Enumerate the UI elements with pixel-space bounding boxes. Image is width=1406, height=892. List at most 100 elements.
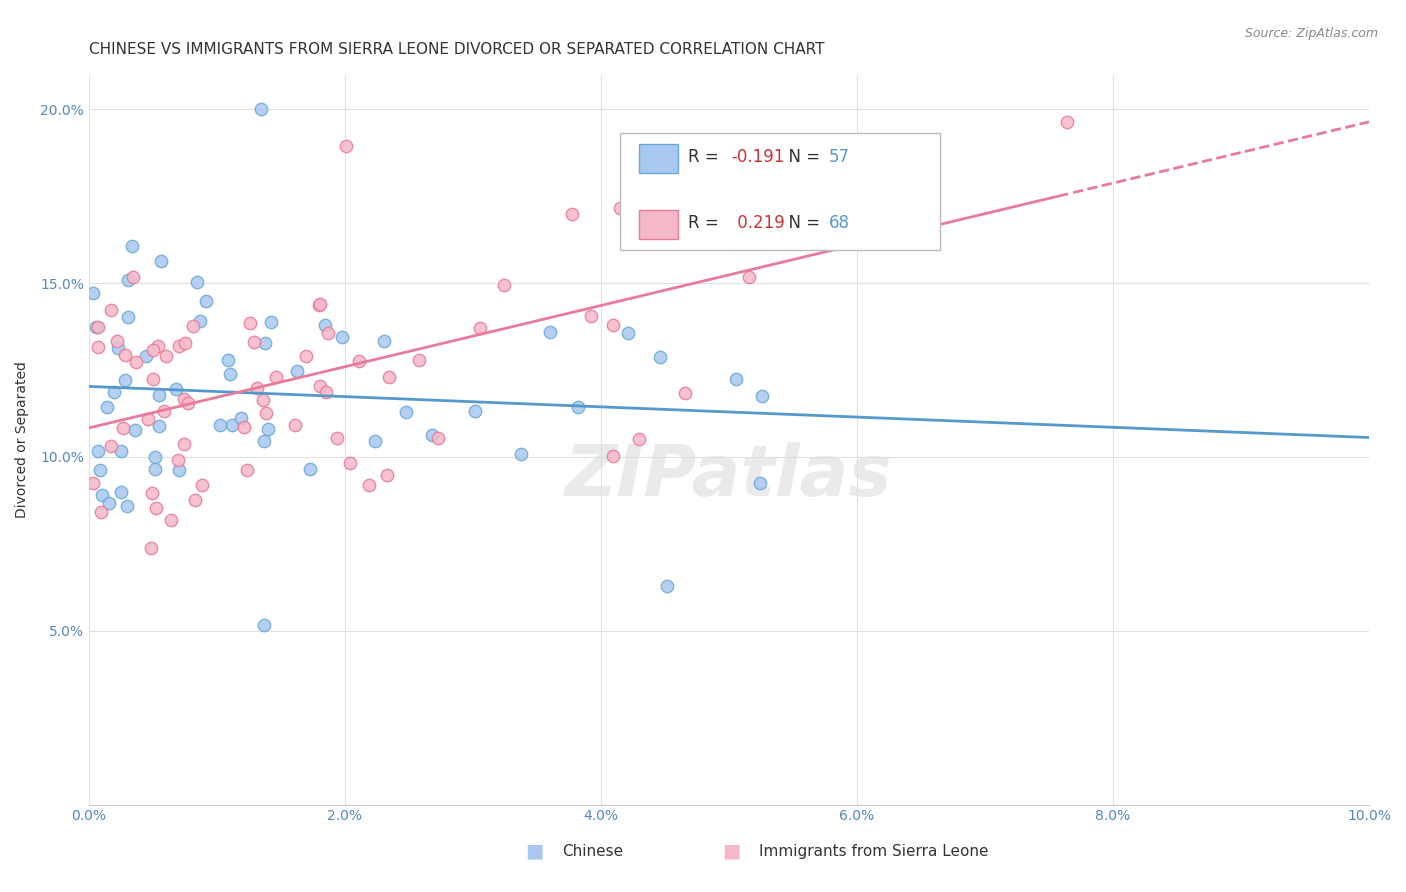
- Text: CHINESE VS IMMIGRANTS FROM SIERRA LEONE DIVORCED OR SEPARATED CORRELATION CHART: CHINESE VS IMMIGRANTS FROM SIERRA LEONE …: [89, 42, 824, 57]
- Immigrants from Sierra Leone: [349, 353, 371, 368]
- Chinese: [253, 434, 276, 448]
- Chinese: [117, 500, 139, 514]
- Chinese: [567, 400, 589, 414]
- Text: Chinese: Chinese: [562, 845, 623, 859]
- Immigrants from Sierra Leone: [177, 396, 200, 410]
- Immigrants from Sierra Leone: [284, 417, 307, 432]
- Immigrants from Sierra Leone: [339, 457, 361, 471]
- Immigrants from Sierra Leone: [357, 477, 380, 491]
- Text: ■: ■: [524, 841, 544, 860]
- Immigrants from Sierra Leone: [86, 320, 108, 334]
- Immigrants from Sierra Leone: [82, 476, 104, 491]
- Immigrants from Sierra Leone: [243, 334, 266, 349]
- Chinese: [143, 462, 166, 476]
- Chinese: [464, 404, 486, 418]
- Chinese: [194, 294, 217, 309]
- Immigrants from Sierra Leone: [294, 349, 316, 363]
- Text: R =: R =: [688, 148, 724, 166]
- Immigrants from Sierra Leone: [167, 452, 190, 467]
- Immigrants from Sierra Leone: [308, 297, 330, 311]
- Immigrants from Sierra Leone: [183, 493, 205, 508]
- Immigrants from Sierra Leone: [316, 326, 339, 340]
- Immigrants from Sierra Leone: [87, 340, 110, 354]
- Chinese: [143, 450, 166, 464]
- Text: ■: ■: [721, 841, 741, 860]
- Immigrants from Sierra Leone: [236, 463, 259, 477]
- Immigrants from Sierra Leone: [408, 352, 430, 367]
- Immigrants from Sierra Leone: [326, 431, 349, 445]
- Chinese: [655, 579, 678, 593]
- Immigrants from Sierra Leone: [375, 467, 398, 482]
- Chinese: [395, 404, 418, 418]
- Immigrants from Sierra Leone: [173, 392, 195, 406]
- Text: -0.191: -0.191: [731, 148, 785, 166]
- Immigrants from Sierra Leone: [609, 202, 631, 216]
- Immigrants from Sierra Leone: [167, 339, 190, 353]
- Immigrants from Sierra Leone: [264, 369, 287, 384]
- Immigrants from Sierra Leone: [628, 432, 651, 446]
- Immigrants from Sierra Leone: [834, 204, 856, 219]
- Immigrants from Sierra Leone: [426, 431, 449, 445]
- Chinese: [90, 488, 112, 502]
- Chinese: [253, 617, 276, 632]
- Chinese: [751, 389, 773, 403]
- Chinese: [148, 388, 170, 402]
- Immigrants from Sierra Leone: [246, 381, 269, 395]
- Immigrants from Sierra Leone: [900, 139, 922, 153]
- Text: R =: R =: [688, 214, 724, 232]
- Chinese: [725, 372, 748, 386]
- Chinese: [97, 496, 120, 510]
- Chinese: [166, 382, 188, 396]
- Immigrants from Sierra Leone: [470, 321, 492, 335]
- Immigrants from Sierra Leone: [254, 406, 277, 420]
- Chinese: [121, 239, 143, 253]
- Immigrants from Sierra Leone: [309, 378, 332, 392]
- Immigrants from Sierra Leone: [90, 505, 112, 519]
- Chinese: [82, 285, 104, 300]
- Chinese: [87, 444, 110, 458]
- Chinese: [648, 350, 671, 364]
- Immigrants from Sierra Leone: [252, 392, 274, 407]
- FancyBboxPatch shape: [620, 133, 941, 250]
- FancyBboxPatch shape: [640, 144, 678, 173]
- Chinese: [96, 400, 118, 414]
- Immigrants from Sierra Leone: [122, 269, 145, 284]
- FancyBboxPatch shape: [640, 210, 678, 239]
- Immigrants from Sierra Leone: [142, 343, 165, 357]
- Immigrants from Sierra Leone: [561, 207, 583, 221]
- Chinese: [217, 352, 239, 367]
- Chinese: [84, 320, 107, 334]
- Immigrants from Sierra Leone: [114, 348, 136, 362]
- Chinese: [124, 424, 146, 438]
- Immigrants from Sierra Leone: [190, 478, 212, 492]
- Chinese: [186, 275, 208, 289]
- Immigrants from Sierra Leone: [309, 296, 332, 310]
- Chinese: [117, 310, 139, 324]
- Immigrants from Sierra Leone: [100, 302, 122, 317]
- Immigrants from Sierra Leone: [125, 355, 148, 369]
- Immigrants from Sierra Leone: [581, 309, 603, 323]
- Immigrants from Sierra Leone: [145, 501, 167, 516]
- Immigrants from Sierra Leone: [160, 513, 183, 527]
- Chinese: [148, 419, 170, 434]
- Chinese: [510, 447, 533, 461]
- Immigrants from Sierra Leone: [315, 384, 337, 399]
- Immigrants from Sierra Leone: [494, 277, 516, 292]
- Immigrants from Sierra Leone: [111, 421, 134, 435]
- Y-axis label: Divorced or Separated: Divorced or Separated: [15, 361, 30, 518]
- Chinese: [254, 336, 277, 351]
- Immigrants from Sierra Leone: [155, 349, 177, 363]
- Immigrants from Sierra Leone: [146, 339, 169, 353]
- Chinese: [110, 484, 132, 499]
- Immigrants from Sierra Leone: [602, 449, 624, 463]
- Immigrants from Sierra Leone: [153, 403, 176, 417]
- Text: Immigrants from Sierra Leone: Immigrants from Sierra Leone: [759, 845, 988, 859]
- Immigrants from Sierra Leone: [232, 419, 254, 434]
- Text: 57: 57: [828, 148, 849, 166]
- Text: N =: N =: [778, 214, 825, 232]
- Chinese: [748, 476, 770, 491]
- Immigrants from Sierra Leone: [737, 269, 759, 284]
- Chinese: [209, 417, 232, 432]
- Chinese: [107, 341, 129, 355]
- Text: 0.219: 0.219: [731, 214, 785, 232]
